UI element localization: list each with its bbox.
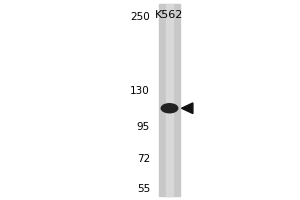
Polygon shape — [182, 103, 193, 114]
Ellipse shape — [161, 104, 178, 113]
Text: 72: 72 — [137, 154, 150, 164]
Text: 55: 55 — [137, 184, 150, 194]
Text: 130: 130 — [130, 86, 150, 96]
Text: 250: 250 — [130, 12, 150, 22]
Bar — [166, 4, 173, 196]
Text: 95: 95 — [137, 122, 150, 132]
Text: K562: K562 — [155, 10, 184, 20]
Bar — [159, 4, 180, 196]
